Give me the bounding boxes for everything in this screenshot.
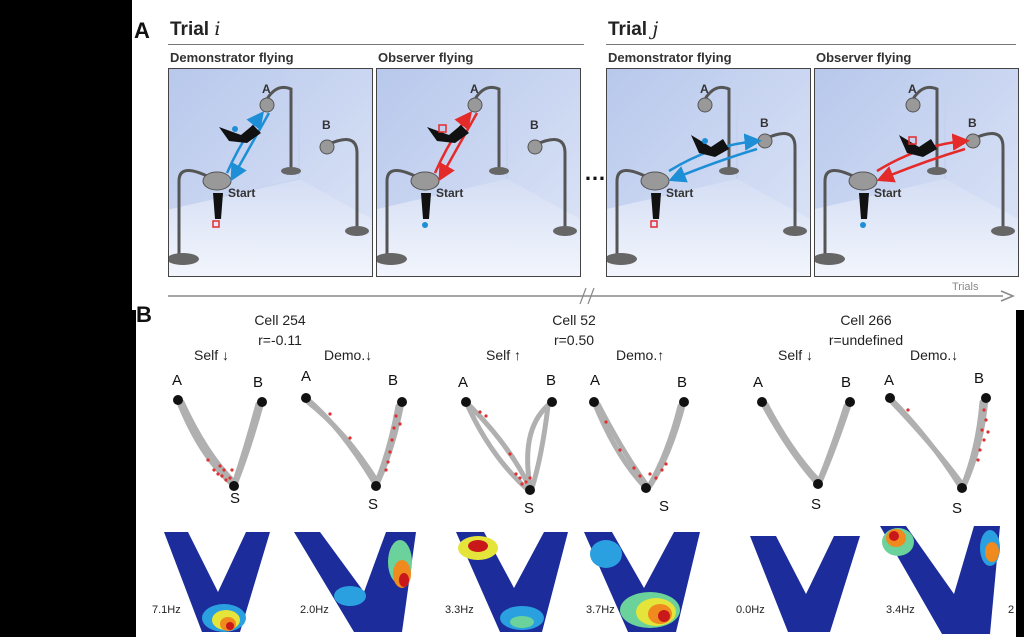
scene-illustration bbox=[377, 69, 580, 276]
rate-cell-254-self: 7.1Hz bbox=[152, 604, 181, 616]
trial-i-divider bbox=[168, 44, 584, 45]
cell-266-self-label: Self ↓ bbox=[778, 347, 814, 363]
cell-52-title: Cell 52 r=0.50 bbox=[552, 312, 596, 348]
scene3-label-a: A bbox=[700, 82, 709, 96]
traj4-label-b: B bbox=[677, 374, 688, 391]
trial-i-observer-title: Observer flying bbox=[378, 50, 474, 65]
traj6-label-b: B bbox=[974, 370, 985, 387]
trials-ellipsis: … bbox=[584, 160, 607, 185]
scene2-label-b: B bbox=[530, 118, 539, 132]
traj6-label-a: A bbox=[884, 372, 895, 389]
cell-266-title: Cell 266 r=undefined bbox=[828, 312, 904, 348]
cell-266-demo-label: Demo.↓ bbox=[910, 347, 959, 363]
firing-rate-map-cell-254-demo bbox=[294, 532, 416, 632]
trial-j-demonstrator-title: Demonstrator flying bbox=[608, 50, 732, 65]
scene3-label-start: Start bbox=[666, 186, 694, 200]
scene-trial-i-observer bbox=[376, 68, 581, 277]
scene-trial-i-demonstrator bbox=[168, 68, 373, 277]
traj5-label-s: S bbox=[811, 496, 822, 513]
traj2-label-s: S bbox=[368, 496, 379, 513]
trial-j-divider bbox=[606, 44, 1016, 45]
scene2-label-start: Start bbox=[436, 186, 464, 200]
rate-cell-52-self: 3.3Hz bbox=[445, 604, 474, 616]
firing-rate-map-cell-266-self bbox=[750, 536, 860, 632]
traj5-label-a: A bbox=[753, 374, 764, 391]
panel-a-letter: A bbox=[134, 18, 150, 43]
trial-j-title: Trial j bbox=[608, 18, 659, 40]
trajectory-cell-52-self bbox=[461, 397, 557, 495]
traj1-label-a: A bbox=[172, 372, 183, 389]
cell-254-title: Cell 254 r=-0.11 bbox=[254, 312, 306, 348]
firing-rate-map-cell-254-self bbox=[164, 532, 270, 632]
panel-b-background bbox=[136, 310, 1016, 637]
traj2-label-a: A bbox=[301, 368, 312, 385]
scene1-label-start: Start bbox=[228, 186, 256, 200]
firing-rate-map-cell-266-demo bbox=[880, 526, 1000, 634]
scene-trial-j-demonstrator bbox=[606, 68, 811, 277]
trajectory-cell-266-demo bbox=[885, 393, 991, 493]
scene-illustration bbox=[169, 69, 372, 276]
traj2-label-b: B bbox=[388, 372, 399, 389]
traj4-label-s: S bbox=[659, 498, 670, 515]
scene-trial-j-observer bbox=[814, 68, 1019, 277]
rate-cell-52-demo: 3.7Hz bbox=[586, 604, 615, 616]
rate-cell-254-demo: 2.0Hz bbox=[300, 604, 329, 616]
cell-254-self-label: Self ↓ bbox=[194, 347, 230, 363]
scene2-label-a: A bbox=[470, 82, 479, 96]
firing-rate-map-cell-52-self bbox=[456, 532, 568, 632]
trials-timeline-arrow bbox=[168, 287, 1015, 305]
trailing-digit: 2 bbox=[1008, 604, 1015, 616]
scene1-label-a: A bbox=[262, 82, 271, 96]
scene1-label-b: B bbox=[322, 118, 331, 132]
traj6-label-s: S bbox=[952, 500, 963, 517]
traj3-label-a: A bbox=[458, 374, 469, 391]
rate-cell-266-self: 0.0Hz bbox=[736, 604, 765, 616]
trial-i-title: Trial i bbox=[170, 18, 221, 40]
trial-j-observer-title: Observer flying bbox=[816, 50, 912, 65]
trajectory-cell-52-demo bbox=[589, 397, 689, 493]
trajectory-cell-254-self bbox=[173, 395, 267, 491]
traj4-label-a: A bbox=[590, 372, 601, 389]
rate-cell-266-demo: 3.4Hz bbox=[886, 604, 915, 616]
firing-rate-map-cell-52-demo bbox=[584, 532, 700, 632]
scene3-label-b: B bbox=[760, 116, 769, 130]
traj5-label-b: B bbox=[841, 374, 852, 391]
scene4-label-b: B bbox=[968, 116, 977, 130]
trial-i-demonstrator-title: Demonstrator flying bbox=[170, 50, 294, 65]
trajectory-cell-254-demo bbox=[301, 393, 407, 491]
traj1-label-b: B bbox=[253, 374, 264, 391]
traj3-label-b: B bbox=[546, 372, 557, 389]
scene4-label-start: Start bbox=[874, 186, 902, 200]
scene-illustration bbox=[815, 69, 1018, 276]
cell-52-demo-label: Demo.↑ bbox=[616, 347, 665, 363]
panel-b-letter: B bbox=[136, 302, 152, 327]
traj1-label-s: S bbox=[230, 490, 241, 507]
scene-illustration bbox=[607, 69, 810, 276]
traj3-label-s: S bbox=[524, 500, 535, 517]
cell-52-self-label: Self ↑ bbox=[486, 347, 522, 363]
scene4-label-a: A bbox=[908, 82, 917, 96]
cell-254-demo-label: Demo.↓ bbox=[324, 347, 373, 363]
trajectory-cell-266-self bbox=[757, 397, 855, 489]
trials-timeline-label: Trials bbox=[952, 281, 979, 293]
